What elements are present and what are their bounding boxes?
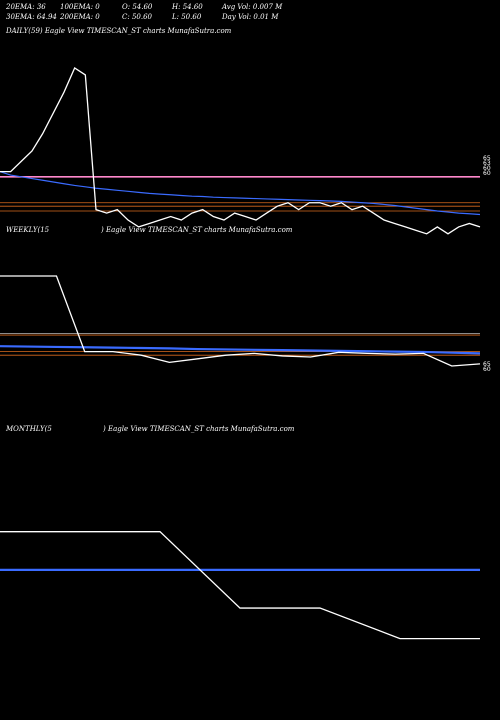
header-close: C: 50.60 xyxy=(122,13,152,21)
header-avg-vol: Avg Vol: 0.007 M xyxy=(222,3,283,11)
weekly-tick-label-1: 60 xyxy=(483,366,491,373)
header-low: L: 50.60 xyxy=(172,13,202,21)
daily-tick-label-0: 65 xyxy=(483,155,491,162)
daily-tick-label-1: 63 xyxy=(483,160,491,167)
header-day-vol: Day Vol: 0.01 M xyxy=(222,13,279,21)
weekly-panel-title-a: WEEKLY(15 xyxy=(6,226,50,234)
daily-tick-label-2: 60 xyxy=(483,165,491,172)
weekly-panel-title-b: ) Eagle View TIMESCAN_ST charts MunafaSu… xyxy=(101,226,293,234)
monthly-panel-title-b: ) Eagle View TIMESCAN_ST charts MunafaSu… xyxy=(103,425,295,433)
weekly-ema-blue-line xyxy=(0,345,481,355)
header-high: H: 54.60 xyxy=(172,3,203,11)
header-30ema: 30EMA: 64.94 xyxy=(6,13,57,21)
header-100ema: 100EMA: 0 xyxy=(60,3,100,11)
daily-panel-title: DAILY(59) Eagle View TIMESCAN_ST charts … xyxy=(6,27,232,35)
daily-tick-label-3: 60 xyxy=(483,170,491,177)
monthly-panel-title-a: MONTHLY(5 xyxy=(6,425,52,433)
monthly-price-line xyxy=(0,531,480,640)
daily-price-line xyxy=(0,67,481,235)
weekly-price-line xyxy=(0,275,481,367)
weekly-tick-label-0: 65 xyxy=(483,361,491,368)
daily-ema-blue-line xyxy=(0,171,481,216)
header-200ema: 200EMA: 0 xyxy=(60,13,100,21)
header-open: O: 54.60 xyxy=(122,3,153,11)
header-20ema: 20EMA: 36 xyxy=(6,3,46,11)
